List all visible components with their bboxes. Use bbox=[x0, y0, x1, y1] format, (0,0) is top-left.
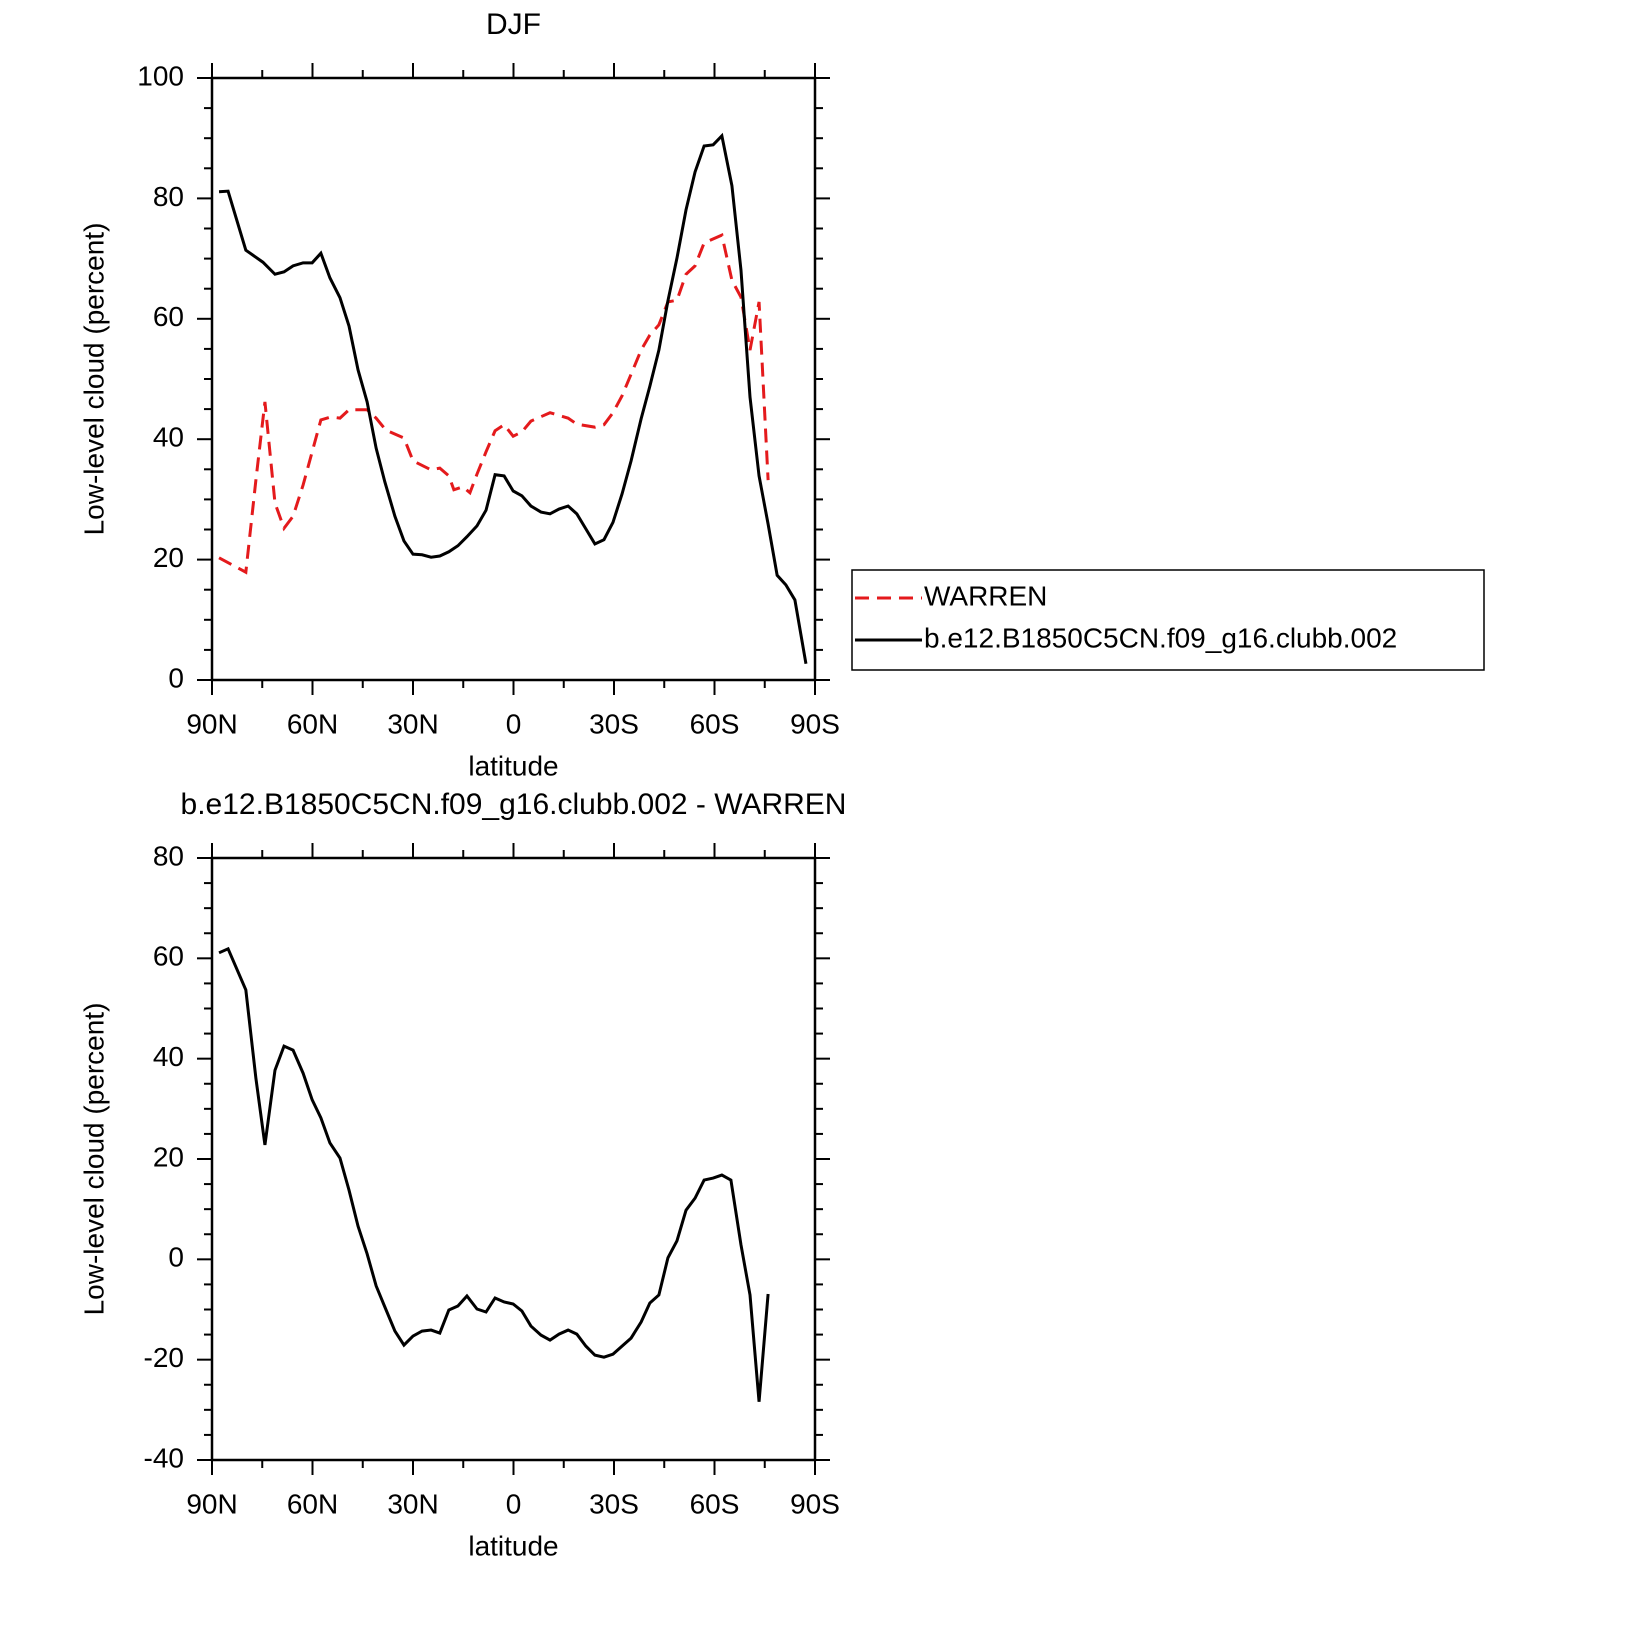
legend-label: WARREN bbox=[924, 580, 1047, 611]
x-tick-label: 30N bbox=[387, 1488, 438, 1519]
x-tick-label: 90S bbox=[790, 708, 840, 739]
x-tick-label: 0 bbox=[506, 708, 522, 739]
plot-frame bbox=[210, 76, 817, 682]
plot-frame bbox=[210, 856, 817, 1462]
x-tick-label: 30S bbox=[589, 1488, 639, 1519]
y-tick-label: 20 bbox=[153, 542, 184, 573]
y-tick-label: 40 bbox=[153, 422, 184, 453]
series-line bbox=[218, 132, 808, 665]
y-tick-label: 100 bbox=[137, 60, 184, 91]
y-tick-label: 20 bbox=[153, 1141, 184, 1172]
x-tick-label: 60S bbox=[690, 708, 740, 739]
y-axis-label: Low-level cloud (percent) bbox=[78, 223, 109, 536]
series-line bbox=[218, 946, 770, 1402]
x-tick-label: 0 bbox=[506, 1488, 522, 1519]
chart-title: DJF bbox=[486, 8, 541, 41]
x-axis-label: latitude bbox=[468, 750, 558, 781]
y-tick-label: 60 bbox=[153, 941, 184, 972]
x-tick-label: 90N bbox=[186, 708, 237, 739]
y-tick-label: -40 bbox=[144, 1442, 184, 1473]
y-tick-label: -20 bbox=[144, 1342, 184, 1373]
legend-label: b.e12.B1850C5CN.f09_g16.clubb.002 bbox=[924, 622, 1397, 653]
x-tick-label: 30S bbox=[589, 708, 639, 739]
y-tick-label: 80 bbox=[153, 181, 184, 212]
x-tick-label: 90N bbox=[186, 1488, 237, 1519]
y-tick-label: 0 bbox=[168, 1242, 184, 1273]
x-tick-label: 60N bbox=[287, 1488, 338, 1519]
legend-box bbox=[851, 569, 1485, 671]
y-tick-label: 0 bbox=[168, 662, 184, 693]
y-axis-label: Low-level cloud (percent) bbox=[78, 1003, 109, 1316]
x-tick-label: 60N bbox=[287, 708, 338, 739]
x-tick-label: 90S bbox=[790, 1488, 840, 1519]
x-tick-label: 60S bbox=[690, 1488, 740, 1519]
chart-title: b.e12.B1850C5CN.f09_g16.clubb.002 - WARR… bbox=[181, 788, 847, 821]
y-tick-label: 80 bbox=[153, 840, 184, 871]
series-line bbox=[218, 233, 770, 575]
y-tick-label: 40 bbox=[153, 1041, 184, 1072]
x-axis-label: latitude bbox=[468, 1530, 558, 1561]
x-tick-label: 30N bbox=[387, 708, 438, 739]
y-tick-label: 60 bbox=[153, 301, 184, 332]
